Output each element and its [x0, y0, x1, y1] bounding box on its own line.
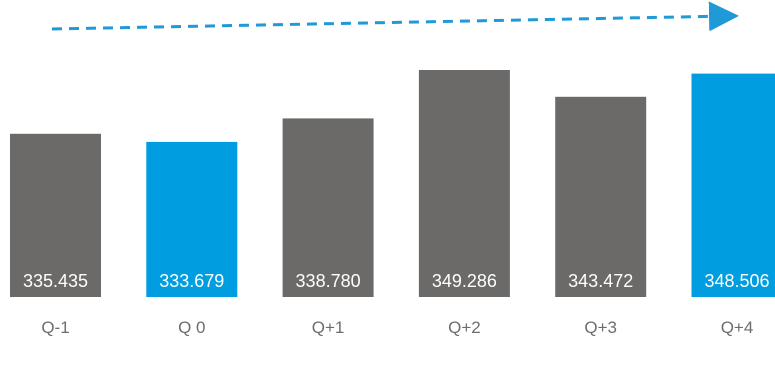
value-label-3: 338.780: [296, 271, 361, 291]
category-label-6: Q+4: [721, 318, 754, 337]
bar-2: [146, 141, 238, 297]
category-label-3: Q+1: [312, 318, 345, 337]
trend-arrow: [51, 1, 739, 32]
value-label-4: 349.286: [432, 271, 497, 291]
category-label-4: Q+2: [448, 318, 481, 337]
value-label-6: 348.506: [704, 271, 769, 291]
category-label-2: Q 0: [178, 318, 205, 337]
bar-4: [418, 70, 510, 297]
bar-1: [10, 133, 101, 297]
bar-3: [282, 118, 374, 298]
bar-6: [691, 73, 775, 297]
bars-group: [10, 70, 775, 298]
category-label-5: Q+3: [584, 318, 617, 337]
bar-5: [555, 96, 647, 297]
category-label-1: Q-1: [41, 318, 69, 337]
category-labels-group: Q-1 Q 0 Q+1 Q+2 Q+3 Q+4: [41, 318, 753, 337]
value-label-2: 333.679: [159, 271, 224, 291]
value-labels-group: 335.435 333.679 338.780 349.286 343.472 348.5…: [23, 271, 770, 291]
value-label-1: 335.435: [23, 271, 88, 291]
value-label-5: 343.472: [568, 271, 633, 291]
